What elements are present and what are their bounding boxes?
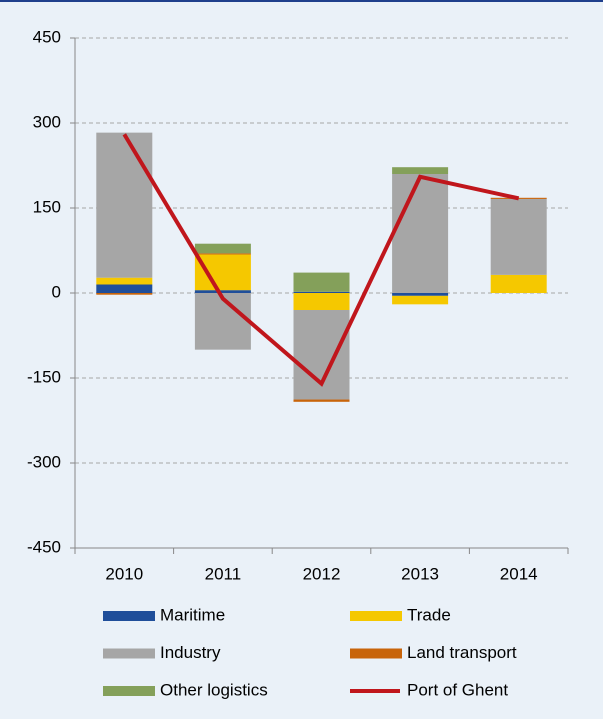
x-tick-label: 2011 (205, 564, 242, 583)
legend-label: Trade (407, 605, 451, 624)
bar-segment (194, 253, 251, 255)
bar-segment (490, 198, 547, 275)
y-tick-label: 450 (33, 27, 61, 46)
x-tick-label: 2013 (401, 564, 439, 583)
bar-segment (96, 284, 153, 293)
bar-segment (392, 167, 449, 174)
bar-segment (392, 295, 449, 305)
legend-label: Land transport (407, 643, 517, 662)
line (122, 133, 520, 387)
bar-segment (392, 293, 449, 296)
bar-segment (194, 243, 251, 254)
y-tick-label: -150 (27, 367, 61, 386)
y-tick-label: 300 (33, 112, 61, 131)
bar-segment (194, 293, 251, 350)
legend-swatch (350, 611, 402, 621)
legend-label: Port of Ghent (407, 680, 508, 699)
bar-segment (194, 290, 251, 293)
bar-segment (96, 293, 153, 295)
bar-segment (293, 293, 350, 310)
y-tick-label: -300 (27, 452, 61, 471)
y-tick-label: 0 (52, 282, 61, 301)
legend-label: Maritime (160, 605, 225, 624)
y-tick-label: -450 (27, 537, 61, 556)
legend-label: Industry (160, 643, 221, 662)
top-border (0, 0, 603, 2)
legend-swatch (103, 686, 155, 696)
bar-segment (490, 274, 547, 293)
legend-swatch (103, 611, 155, 621)
x-tick-label: 2010 (105, 564, 143, 583)
y-tick-label: 150 (33, 197, 61, 216)
bar-segment (194, 254, 251, 291)
legend-swatch (350, 648, 402, 659)
legend-swatch (103, 648, 155, 659)
bar-segment (293, 272, 350, 292)
x-tick-label: 2014 (500, 564, 538, 583)
bar-segment (96, 277, 153, 285)
legend-label: Other logistics (160, 680, 268, 699)
bar-segment (293, 399, 350, 402)
bar-segment (293, 291, 350, 293)
bar-segment (96, 132, 153, 278)
x-tick-label: 2012 (303, 564, 341, 583)
bar-segment (392, 174, 449, 293)
